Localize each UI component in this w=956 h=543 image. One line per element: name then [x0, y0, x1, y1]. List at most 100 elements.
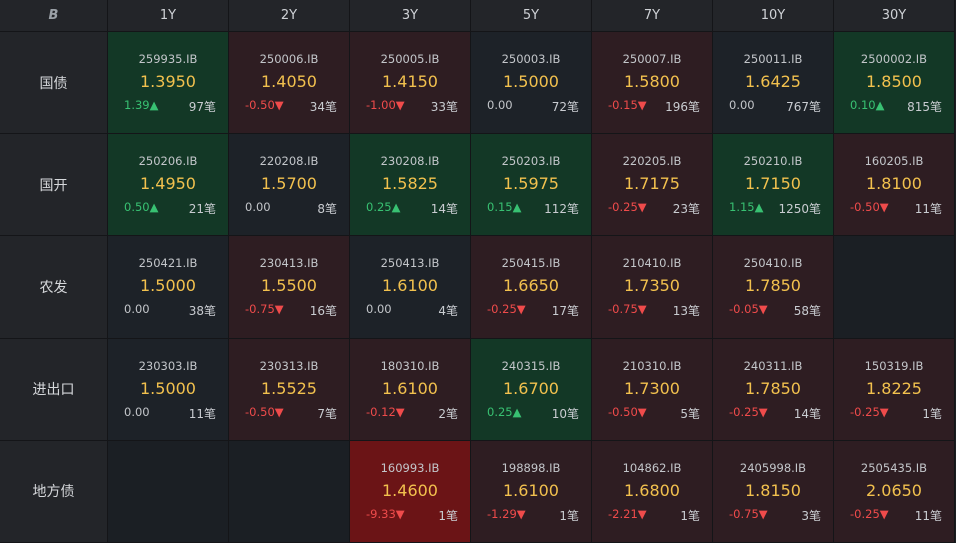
bond-change: 0.00: [729, 98, 755, 112]
tenor-header-3y[interactable]: 3Y: [350, 0, 471, 32]
bond-quote-cell[interactable]: 250203.IB 1.5975 0.15▲ 112笔: [471, 134, 592, 237]
bond-change: -0.15▼: [608, 98, 647, 112]
bond-change: -0.75▼: [608, 302, 647, 317]
bond-change: 0.00: [487, 98, 513, 112]
bond-yield: 1.5800: [624, 72, 680, 91]
bond-yield: 1.5525: [261, 378, 317, 398]
bond-quote-cell[interactable]: 250210.IB 1.7150 1.15▲ 1250笔: [713, 134, 834, 237]
bond-yield: 1.8225: [866, 378, 922, 398]
bond-change: -0.75▼: [729, 506, 768, 521]
bond-quote-cell[interactable]: 240315.IB 1.6700 0.25▲ 10笔: [471, 338, 592, 441]
trade-count: 7笔: [317, 406, 337, 421]
bond-quote-cell[interactable]: 230303.IB 1.5000 0.00 11笔: [108, 338, 229, 441]
bond-quote-cell[interactable]: 180310.IB 1.6100 -0.12▼ 2笔: [350, 338, 471, 441]
trade-count: 72笔: [551, 100, 579, 114]
trade-count: 1笔: [680, 508, 700, 523]
bond-code: 230313.IB: [259, 358, 319, 373]
trade-count: 4笔: [438, 304, 458, 319]
bond-yield: 1.6100: [382, 378, 438, 398]
trade-count: 11笔: [914, 508, 942, 523]
bond-yield: 1.5000: [503, 72, 559, 91]
bond-quote-cell[interactable]: 250421.IB 1.5000 0.00 38笔: [108, 236, 229, 339]
bond-quote-cell[interactable]: 210310.IB 1.7300 -0.50▼ 5笔: [592, 338, 713, 441]
tenor-header-30y[interactable]: 30Y: [834, 0, 955, 32]
bond-quote-cell[interactable]: 230413.IB 1.5500 -0.75▼ 16笔: [229, 236, 350, 339]
bond-quote-cell[interactable]: 160205.IB 1.8100 -0.50▼ 11笔: [834, 134, 955, 237]
tenor-header-10y[interactable]: 10Y: [713, 0, 834, 32]
trade-count: 767笔: [786, 100, 821, 114]
bond-change: -0.05▼: [729, 302, 768, 317]
bond-quote-cell[interactable]: 2500002.IB 1.8500 0.10▲ 815笔: [834, 32, 955, 135]
bond-quote-cell[interactable]: 250003.IB 1.5000 0.00 72笔: [471, 32, 592, 135]
bond-quote-cell[interactable]: 2505435.IB 2.0650 -0.25▼ 11笔: [834, 440, 955, 543]
bond-yield: 1.4150: [382, 72, 438, 91]
bond-quote-cell[interactable]: 220208.IB 1.5700 0.00 8笔: [229, 134, 350, 237]
bond-yield: 1.3950: [140, 72, 196, 91]
bond-quote-cell[interactable]: 230313.IB 1.5525 -0.50▼ 7笔: [229, 338, 350, 441]
bond-quote-cell[interactable]: 250005.IB 1.4150 -1.00▼ 33笔: [350, 32, 471, 135]
bond-quote-cell[interactable]: 2405998.IB 1.8150 -0.75▼ 3笔: [713, 440, 834, 543]
bond-yield: 1.6100: [503, 480, 559, 500]
bond-yield: 2.0650: [866, 480, 922, 500]
bond-quote-cell[interactable]: 250206.IB 1.4950 0.50▲ 21笔: [108, 134, 229, 237]
bond-code: 220205.IB: [622, 154, 682, 169]
bond-code: 250005.IB: [380, 52, 440, 66]
bond-change: -2.21▼: [608, 506, 647, 521]
trade-count: 10笔: [551, 406, 579, 421]
bond-code: 230208.IB: [380, 154, 440, 169]
bond-quote-cell[interactable]: 210410.IB 1.7350 -0.75▼ 13笔: [592, 236, 713, 339]
bond-change: 0.00: [124, 302, 150, 317]
bond-quote-cell[interactable]: 160993.IB 1.4600 -9.33▼ 1笔: [350, 440, 471, 543]
bond-quote-cell[interactable]: 250011.IB 1.6425 0.00 767笔: [713, 32, 834, 135]
bond-quote-cell[interactable]: 240311.IB 1.7850 -0.25▼ 14笔: [713, 338, 834, 441]
bond-change: -1.00▼: [366, 98, 405, 112]
tenor-header-2y[interactable]: 2Y: [229, 0, 350, 32]
bond-code: 180310.IB: [380, 358, 440, 373]
bond-yield: 1.6425: [745, 72, 801, 91]
bond-quote-cell[interactable]: 259935.IB 1.3950 1.39▲ 97笔: [108, 32, 229, 135]
bond-yield: 1.7300: [624, 378, 680, 398]
tenor-header-7y[interactable]: 7Y: [592, 0, 713, 32]
bond-quote-cell[interactable]: 198898.IB 1.6100 -1.29▼ 1笔: [471, 440, 592, 543]
bond-code: 230303.IB: [138, 358, 198, 373]
trade-count: 1笔: [922, 406, 942, 421]
trade-count: 3笔: [801, 508, 821, 523]
row-label: 农发: [0, 236, 108, 339]
bond-code: 250007.IB: [622, 52, 682, 66]
bond-yield: 1.7350: [624, 276, 680, 296]
bond-change: -0.50▼: [608, 404, 647, 419]
bond-code: 220208.IB: [259, 154, 319, 169]
bond-code: 240311.IB: [743, 358, 803, 373]
bond-yield: 1.4050: [261, 72, 317, 91]
trade-count: 21笔: [188, 202, 216, 217]
bond-change: 1.39▲: [124, 98, 159, 112]
bond-yield: 1.4950: [140, 174, 196, 194]
bond-yield: 1.7850: [745, 378, 801, 398]
trade-count: 112笔: [544, 202, 579, 217]
trade-count: 58笔: [793, 304, 821, 319]
bond-quote-cell[interactable]: 150319.IB 1.8225 -0.25▼ 1笔: [834, 338, 955, 441]
trade-count: 2笔: [438, 406, 458, 421]
bond-change: -0.50▼: [850, 200, 889, 215]
trade-count: 11笔: [914, 202, 942, 217]
bond-quote-cell[interactable]: 250006.IB 1.4050 -0.50▼ 34笔: [229, 32, 350, 135]
bond-quote-cell[interactable]: 250413.IB 1.6100 0.00 4笔: [350, 236, 471, 339]
tenor-header-5y[interactable]: 5Y: [471, 0, 592, 32]
bond-quote-cell[interactable]: 104862.IB 1.6800 -2.21▼ 1笔: [592, 440, 713, 543]
bond-yield: 1.5000: [140, 378, 196, 398]
bond-quote-cell[interactable]: 220205.IB 1.7175 -0.25▼ 23笔: [592, 134, 713, 237]
bond-quote-cell[interactable]: 230208.IB 1.5825 0.25▲ 14笔: [350, 134, 471, 237]
trade-count: 1笔: [559, 508, 579, 523]
corner-logo-icon: B: [0, 0, 108, 32]
bond-code: 210310.IB: [622, 358, 682, 373]
bond-quote-cell[interactable]: 250410.IB 1.7850 -0.05▼ 58笔: [713, 236, 834, 339]
bond-quote-cell[interactable]: 250007.IB 1.5800 -0.15▼ 196笔: [592, 32, 713, 135]
empty-cell: [834, 236, 955, 339]
bond-change: 0.10▲: [850, 98, 885, 112]
bond-yield: 1.5000: [140, 276, 196, 296]
bond-change: 0.00: [124, 404, 150, 419]
bond-yield: 1.8150: [745, 480, 801, 500]
bond-quote-cell[interactable]: 250415.IB 1.6650 -0.25▼ 17笔: [471, 236, 592, 339]
bond-change: -9.33▼: [366, 506, 405, 521]
tenor-header-1y[interactable]: 1Y: [108, 0, 229, 32]
